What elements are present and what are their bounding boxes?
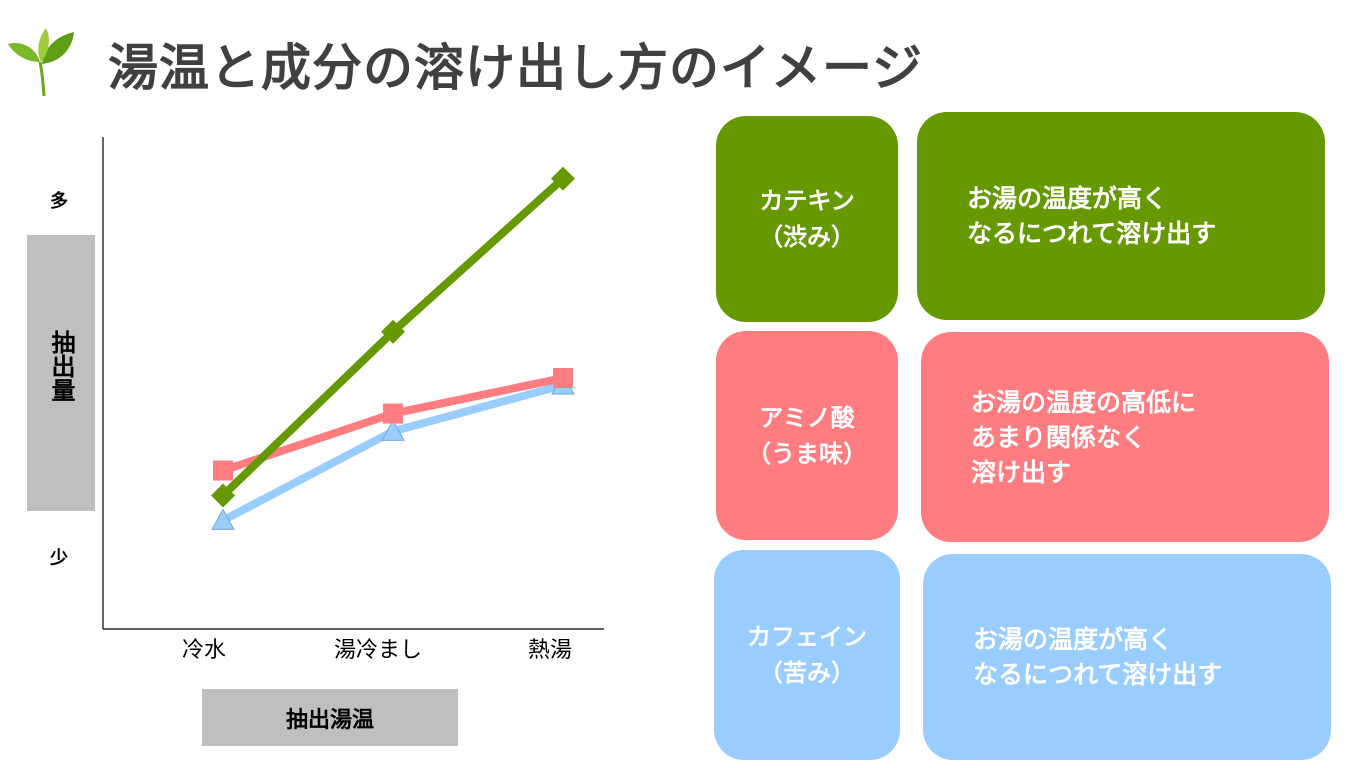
amino-data-point: [553, 368, 573, 388]
y-axis-label-box: [27, 235, 95, 511]
caffeine-taste: （苦み）: [759, 659, 855, 687]
caffeine-desc-line: お湯の温度が高く: [973, 625, 1174, 654]
amino-acid-desc-line: 溶け出す: [971, 457, 1072, 487]
catechin-name: カテキン: [759, 187, 855, 215]
catechin-data-point: [211, 483, 235, 508]
caffeine-data-point: [381, 419, 405, 441]
page-title: 湯温と成分の溶け出し方のイメージ: [108, 39, 923, 97]
catechin-desc-line: お湯の温度が高く: [967, 184, 1168, 213]
amino-acid-desc-card: お湯の温度の高低に あまり関係なく 溶け出す: [921, 332, 1329, 542]
catechin-name-card: カテキン （渋み）: [716, 116, 898, 322]
amino-data-point: [213, 460, 233, 481]
y-tick-label-bottom: 少: [50, 548, 68, 569]
y-tick-label-top: 多: [50, 191, 68, 212]
catechin-desc-line: なるにつれて溶け出す: [967, 219, 1217, 248]
caffeine-name: カフェイン: [747, 623, 867, 651]
x-tick-label-cooled-water: 湯冷まし: [333, 638, 423, 663]
x-tick-label-cold-water: 冷水: [181, 638, 227, 663]
caffeine-desc-line: なるにつれて溶け出す: [973, 660, 1223, 689]
amino-data-point: [383, 403, 403, 424]
catechin-desc-card: お湯の温度が高く なるにつれて溶け出す: [917, 112, 1325, 320]
x-tick-label-hot-water: 熱湯: [527, 638, 573, 663]
amino-acid-taste: （うま味）: [747, 439, 867, 468]
amino-acid-name-card: アミノ酸 （うま味）: [716, 331, 898, 540]
caffeine-name-card: カフェイン （苦み）: [714, 550, 900, 760]
amino-acid-name: アミノ酸: [759, 403, 855, 432]
caffeine-desc-card: お湯の温度が高く なるにつれて溶け出す: [923, 554, 1331, 760]
y-axis-label: 抽出量: [47, 330, 75, 402]
caffeine-data-point: [211, 508, 235, 530]
catechin-data-point: [381, 319, 405, 344]
x-axis-label: 抽出湯温: [202, 689, 458, 746]
amino-acid-desc-line: お湯の温度の高低に: [971, 387, 1197, 417]
line-chart: [102, 137, 604, 630]
amino-acid-desc-line: あまり関係なく: [971, 422, 1147, 452]
catechin-data-point: [551, 166, 575, 191]
catechin-taste: （渋み）: [759, 223, 855, 251]
tea-leaf-logo-icon: [8, 28, 74, 97]
